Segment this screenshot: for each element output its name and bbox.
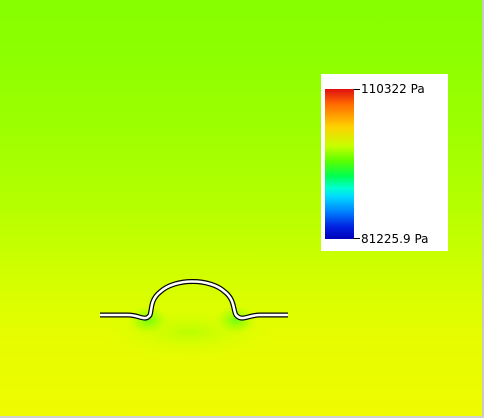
wake-low-pressure-region bbox=[95, 302, 285, 362]
left-cavity-low-pressure-region bbox=[126, 304, 170, 336]
bump-shell-body bbox=[100, 280, 288, 320]
pressure-legend: 110322 Pa 81225.9 Pa bbox=[321, 74, 448, 251]
legend-max-tick bbox=[354, 89, 360, 90]
legend-min-label: 81225.9 Pa bbox=[361, 232, 429, 246]
viewport-right-border bbox=[482, 0, 484, 418]
right-cavity-low-pressure-region bbox=[214, 304, 258, 336]
legend-min-tick bbox=[354, 238, 360, 239]
legend-colorbar bbox=[325, 89, 354, 239]
legend-max-label: 110322 Pa bbox=[361, 82, 425, 96]
viewport-bottom-border bbox=[0, 416, 484, 418]
